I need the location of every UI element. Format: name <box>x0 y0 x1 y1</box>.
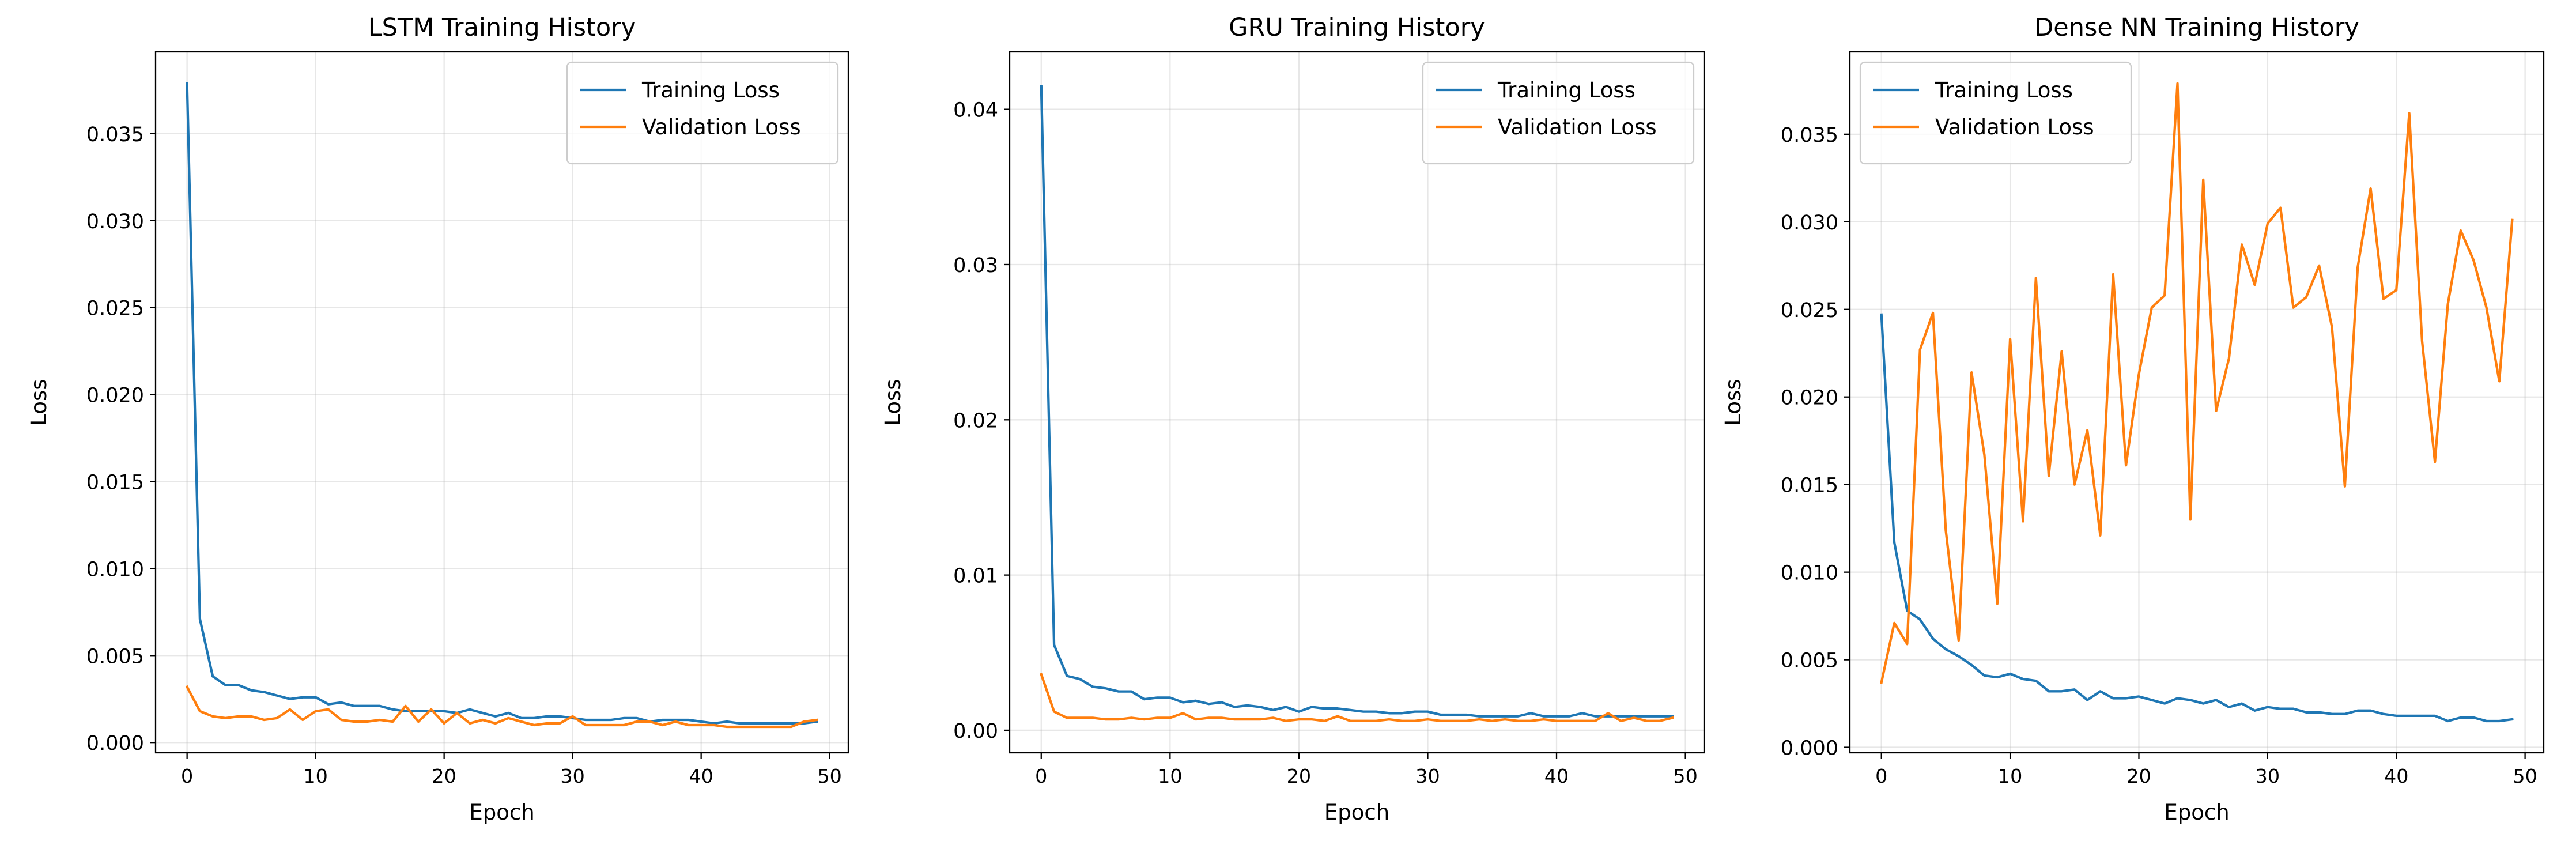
y-tick-label: 0.025 <box>1781 299 1838 322</box>
x-tick-label: 20 <box>432 765 456 787</box>
y-tick-label: 0.000 <box>1781 737 1838 760</box>
axes-frame <box>1009 51 1705 754</box>
y-tick-label: 0.04 <box>953 99 998 122</box>
legend-box <box>566 61 839 165</box>
y-tick-label: 0.035 <box>1781 124 1838 147</box>
x-tick-label: 50 <box>1673 765 1697 787</box>
y-axis-label: Loss <box>881 379 905 425</box>
x-tick-label: 10 <box>1998 765 2022 787</box>
axes-frame <box>154 51 849 754</box>
x-tick-label: 50 <box>817 765 841 787</box>
legend: Training Loss Validation Loss <box>1422 61 1695 165</box>
y-tick-label: 0.010 <box>1781 562 1838 585</box>
legend-label-validation-loss: Validation Loss <box>642 115 801 139</box>
x-tick-label: 0 <box>1035 765 1047 787</box>
legend-box <box>1859 61 2132 165</box>
axes-frame <box>1849 51 2545 754</box>
x-tick-label: 40 <box>2384 765 2408 787</box>
y-tick-label: 0.005 <box>1781 650 1838 673</box>
lstm-chart: 0 10 20 30 40 50 0.000 0.005 0.010 0.015 0.020 0.02… <box>27 13 849 825</box>
dense-nn-chart: 0 10 20 30 40 50 0.000 0.005 0.010 0.015 0.020 0.02… <box>1721 13 2545 825</box>
y-axis-label: Loss <box>1721 379 1746 425</box>
y-tick-label: 0.01 <box>953 565 998 588</box>
series-line-validation-loss <box>1880 82 2514 684</box>
y-tick-label: 0.015 <box>1781 474 1838 497</box>
x-axis-label: Epoch <box>2164 800 2229 825</box>
y-tick-label: 0.035 <box>86 123 144 146</box>
x-tick-label: 30 <box>2256 765 2280 787</box>
y-tick-label: 0.03 <box>953 254 998 277</box>
legend-label-validation-loss: Validation Loss <box>1935 115 2094 139</box>
gru-chart: 0 10 20 30 40 50 0.00 0.01 0.02 0.03 0.04 GRU Train… <box>881 13 1705 825</box>
y-tick-label: 0.00 <box>953 720 998 743</box>
y-tick-label: 0.020 <box>1781 387 1838 410</box>
x-tick-label: 40 <box>1544 765 1569 787</box>
series-line-training-loss <box>186 82 818 725</box>
y-tick-label: 0.015 <box>86 471 144 494</box>
series-line-validation-loss <box>185 685 818 729</box>
chart-title: LSTM Training History <box>368 13 636 42</box>
legend-box <box>1422 61 1695 165</box>
chart-title: GRU Training History <box>1229 13 1485 42</box>
y-tick-label: 0.000 <box>86 732 144 755</box>
series-line-training-loss <box>1880 313 2514 723</box>
x-tick-label: 30 <box>560 765 584 787</box>
x-tick-label: 20 <box>1287 765 1311 787</box>
y-axis-label: Loss <box>27 379 51 425</box>
legend-label-training-loss: Training Loss <box>641 78 780 103</box>
y-tick-label: 0.025 <box>86 297 144 320</box>
y-tick-label: 0.030 <box>86 210 144 233</box>
x-axis-label: Epoch <box>469 800 534 825</box>
x-tick-label: 40 <box>689 765 713 787</box>
x-tick-label: 10 <box>1158 765 1182 787</box>
legend: Training Loss Validation Loss <box>1859 61 2132 165</box>
y-tick-label: 0.02 <box>953 409 998 432</box>
legend-label-training-loss: Training Loss <box>1935 78 2073 103</box>
x-tick-label: 20 <box>2126 765 2151 787</box>
series-line-training-loss <box>1040 85 1674 718</box>
y-tick-label: 0.020 <box>86 384 144 408</box>
legend: Training Loss Validation Loss <box>566 61 839 165</box>
x-tick-label: 0 <box>1875 765 1887 787</box>
y-tick-label: 0.030 <box>1781 212 1838 235</box>
x-tick-label: 10 <box>303 765 327 787</box>
legend-label-training-loss: Training Loss <box>1497 78 1636 103</box>
y-tick-label: 0.010 <box>86 558 144 581</box>
y-tick-label: 0.005 <box>86 645 144 668</box>
x-tick-label: 30 <box>1415 765 1440 787</box>
chart-title: Dense NN Training History <box>2034 13 2359 42</box>
x-tick-label: 0 <box>181 765 193 787</box>
x-tick-label: 50 <box>2513 765 2537 787</box>
x-axis-label: Epoch <box>1324 800 1389 825</box>
legend-label-validation-loss: Validation Loss <box>1498 115 1657 139</box>
series-line-validation-loss <box>1040 673 1674 722</box>
